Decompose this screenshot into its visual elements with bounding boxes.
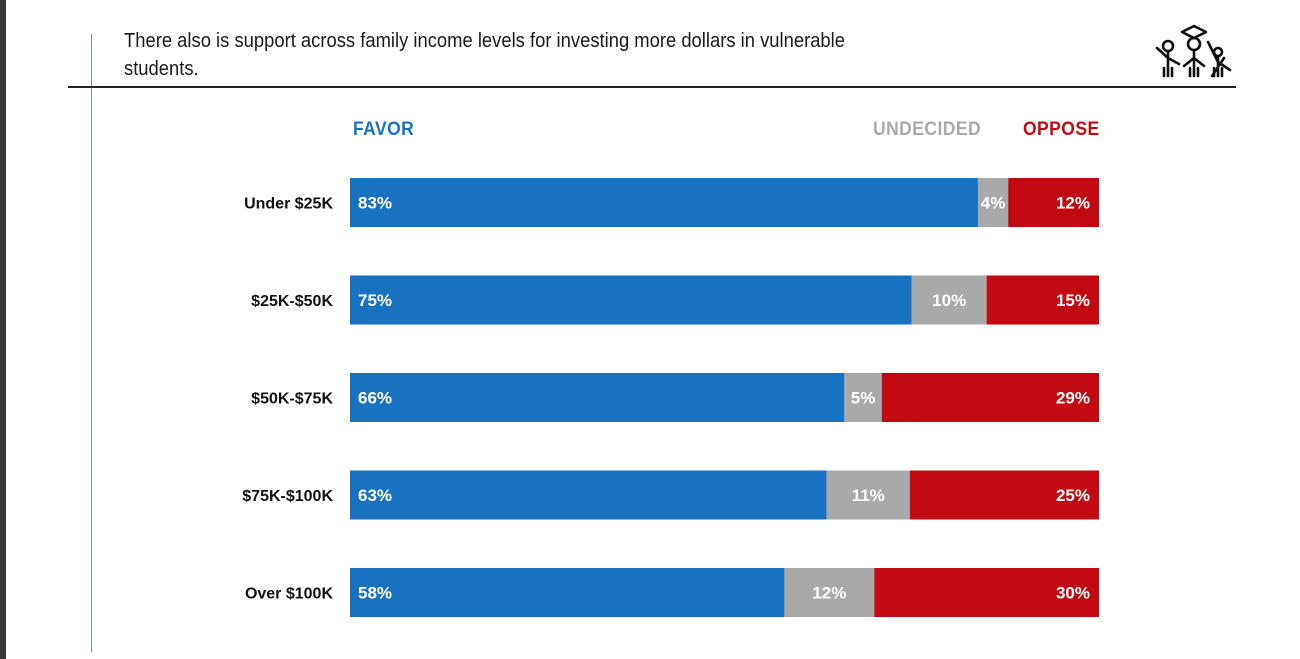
category-label-over-100k: Over $100K — [245, 586, 334, 603]
bar-favor-50k-75k — [350, 373, 845, 422]
legend-undecided: UNDECIDED — [873, 119, 982, 140]
students-celebrating-logo-icon — [1155, 24, 1232, 78]
legend-oppose: OPPOSE — [1023, 119, 1100, 140]
value-label-favor-25k-50k: 75% — [358, 291, 392, 310]
value-label-undecided-25k-50k: 10% — [932, 291, 966, 310]
bar-favor-75k-100k — [350, 470, 827, 520]
value-label-favor-50k-75k: 66% — [358, 389, 392, 408]
value-label-undecided-50k-75k: 5% — [851, 389, 876, 408]
bar-undecided-50k-75k — [844, 373, 882, 422]
bar-undecided-75k-100k — [826, 470, 910, 520]
bar-oppose-over-100k — [874, 568, 1099, 617]
category-label-50k-75k: $50K-$75K — [251, 391, 333, 408]
value-label-favor-75k-100k: 63% — [358, 486, 392, 505]
title-rule — [68, 86, 1236, 88]
category-label-25k-50k: $25K-$50K — [251, 293, 333, 310]
window-edge — [0, 0, 6, 659]
value-label-undecided-75k-100k: 11% — [852, 486, 885, 505]
value-label-oppose-over-100k: 30% — [1056, 584, 1090, 603]
guide-line — [91, 34, 92, 652]
bar-favor-over-100k — [350, 568, 785, 617]
value-label-oppose-50k-75k: 29% — [1056, 389, 1090, 408]
value-label-undecided-under-25k: 4% — [981, 194, 1006, 213]
value-label-favor-over-100k: 58% — [358, 584, 392, 603]
value-label-favor-under-25k: 83% — [358, 194, 392, 213]
bar-undecided-over-100k — [784, 568, 875, 617]
bar-oppose-75k-100k — [909, 470, 1099, 520]
bar-favor-25k-50k — [350, 275, 912, 325]
value-label-oppose-under-25k: 12% — [1056, 194, 1090, 213]
bar-undecided-25k-50k — [911, 275, 987, 325]
chart-title: There also is support across family inco… — [124, 30, 845, 80]
legend-favor: FAVOR — [353, 119, 415, 140]
bar-undecided-under-25k — [977, 178, 1009, 227]
bar-oppose-under-25k — [1008, 178, 1099, 227]
value-label-oppose-25k-50k: 15% — [1056, 291, 1090, 310]
value-label-undecided-over-100k: 12% — [812, 584, 846, 603]
bar-oppose-50k-75k — [881, 373, 1099, 422]
bar-favor-under-25k — [350, 178, 978, 227]
category-label-under-25k: Under $25K — [244, 196, 333, 213]
category-label-75k-100k: $75K-$100K — [242, 488, 333, 505]
bar-oppose-25k-50k — [986, 275, 1099, 325]
value-label-oppose-75k-100k: 25% — [1056, 486, 1090, 505]
